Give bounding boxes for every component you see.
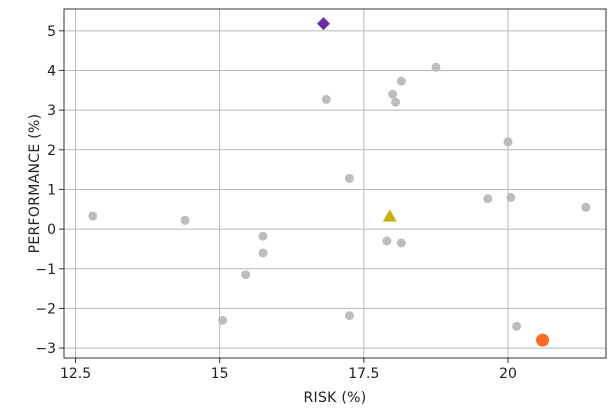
data-point bbox=[258, 248, 268, 258]
y-tick-label: −3 bbox=[35, 341, 56, 357]
data-point bbox=[503, 137, 513, 147]
data-point bbox=[382, 236, 392, 246]
x-tick-label: 17.5 bbox=[348, 366, 379, 382]
x-tick-label: 12.5 bbox=[60, 366, 91, 382]
data-point bbox=[344, 311, 354, 321]
y-axis: −3 −2 −1 0 1 2 3 4 5 bbox=[35, 24, 64, 357]
data-point bbox=[391, 97, 401, 107]
x-axis: 12.5 15 17.5 20 bbox=[60, 358, 517, 382]
data-point bbox=[483, 194, 493, 204]
x-tick-label: 20 bbox=[499, 366, 517, 382]
y-tick-label: 1 bbox=[47, 182, 56, 198]
data-point bbox=[512, 321, 522, 331]
plot-frame bbox=[63, 8, 607, 359]
y-tick-label: 4 bbox=[47, 63, 56, 79]
x-tick-label: 15 bbox=[211, 366, 229, 382]
data-points bbox=[88, 17, 591, 347]
data-point bbox=[396, 238, 406, 248]
data-point bbox=[180, 215, 190, 225]
data-point bbox=[344, 173, 354, 183]
y-tick-label: 2 bbox=[47, 143, 56, 159]
y-tick-label: 5 bbox=[47, 24, 56, 40]
highlight-point-circle bbox=[536, 333, 550, 347]
data-point bbox=[388, 89, 398, 99]
y-tick-label: 0 bbox=[47, 222, 56, 238]
highlight-point-diamond bbox=[316, 17, 330, 31]
data-point bbox=[241, 270, 251, 280]
y-tick-label: 3 bbox=[47, 103, 56, 119]
data-point bbox=[321, 94, 331, 104]
grid bbox=[64, 9, 606, 358]
data-point bbox=[581, 202, 591, 212]
data-point bbox=[431, 62, 441, 72]
data-point bbox=[396, 76, 406, 86]
data-point bbox=[218, 315, 228, 325]
highlight-point-triangle bbox=[382, 209, 397, 222]
x-axis-title: RISK (%) bbox=[303, 390, 366, 406]
y-tick-label: −1 bbox=[35, 262, 56, 278]
data-point bbox=[88, 211, 98, 221]
y-tick-label: −2 bbox=[35, 301, 56, 317]
y-axis-title: PERFORMANCE (%) bbox=[27, 114, 43, 254]
data-point bbox=[258, 231, 268, 241]
data-point bbox=[506, 192, 516, 202]
